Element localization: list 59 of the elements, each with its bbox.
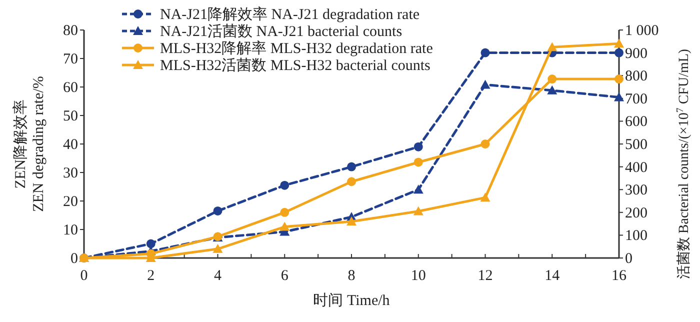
y2-tick-label: 600: [625, 114, 648, 130]
y-tick-label: 10: [63, 222, 78, 238]
point: [280, 208, 290, 217]
x-tick-label: 10: [410, 268, 426, 284]
x-axis-title: 时间 Time/h: [313, 292, 390, 309]
x-tick-label: 6: [280, 268, 289, 284]
point: [547, 85, 558, 94]
x-tick-label: 16: [612, 268, 627, 284]
point: [614, 48, 624, 58]
y2-tick-label: 400: [625, 160, 648, 176]
y-axis-title: ZEN降解效率 ZEN degrading rate/%: [12, 76, 47, 212]
y-tick-label: 40: [63, 137, 78, 153]
y-tick-label: 30: [63, 166, 78, 182]
point: [146, 239, 156, 248]
point: [347, 162, 356, 172]
legend-label: NA-J21活菌数 NA-J21 bacterial counts: [160, 23, 402, 40]
y2-tick-label: 900: [625, 46, 648, 62]
point: [614, 92, 624, 102]
point: [347, 177, 356, 186]
y-tick-label: 20: [63, 194, 78, 210]
x-tick-label: 4: [214, 268, 222, 284]
point: [614, 38, 624, 48]
y2-tick-label: 1 000: [625, 23, 659, 39]
y-tick-label: 0: [70, 251, 78, 267]
point: [213, 206, 222, 216]
legend-label: MLS-H32降解率 MLS-H32 degradation rate: [160, 40, 434, 57]
point: [480, 80, 490, 89]
point: [413, 206, 424, 216]
y-tick-label: 70: [63, 52, 78, 68]
point: [414, 142, 423, 152]
point: [480, 192, 490, 202]
x-tick-label: 0: [80, 268, 88, 284]
y2-tick-label: 0: [625, 251, 632, 267]
point: [480, 48, 490, 58]
y2-tick-label: 100: [625, 228, 648, 244]
y2-tick-label: 800: [625, 68, 648, 85]
y-tick-label: 80: [63, 23, 78, 39]
point: [280, 180, 290, 190]
y-tick-label: 60: [63, 80, 78, 96]
point: [414, 158, 423, 167]
point: [280, 222, 290, 231]
point: [547, 42, 558, 52]
point: [212, 244, 223, 253]
point: [480, 140, 490, 148]
legend-label: NA-J21降解效率 NA-J21 degradation rate: [160, 6, 420, 23]
x-tick-label: 2: [147, 268, 155, 284]
point: [548, 74, 557, 84]
x-tick-label: 12: [478, 268, 493, 284]
y-tick-label: 50: [63, 108, 78, 124]
point: [413, 184, 424, 194]
y2-tick-label: 300: [625, 182, 648, 199]
y2-tick-label: 700: [625, 91, 648, 108]
point: [346, 216, 356, 226]
legend-label: MLS-H32活菌数 MLS-H32 bacterial counts: [160, 57, 431, 74]
x-tick-label: 8: [348, 268, 356, 284]
point: [614, 74, 624, 84]
x-tick-label: 14: [544, 268, 560, 284]
y2-tick-label: 500: [625, 137, 648, 153]
y2-tick-label: 200: [625, 205, 648, 222]
